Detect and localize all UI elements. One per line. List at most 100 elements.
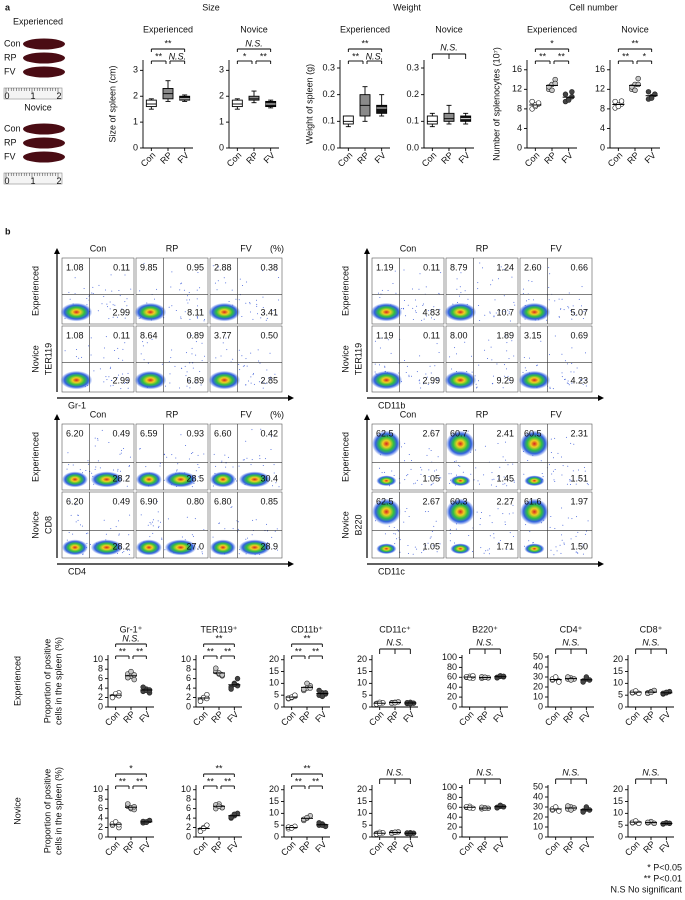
event-dot [431,530,433,532]
event-dot [502,387,504,389]
event-dot [85,533,87,535]
dot [583,674,590,680]
y-tick-label: 6 [186,803,191,813]
event-dot [425,545,427,547]
event-dot [487,549,489,551]
sig-label: ** [215,763,223,773]
event-dot [578,298,580,300]
event-dot [503,269,505,271]
quadrant-value: 28.9 [260,541,278,551]
event-dot [471,371,473,373]
event-dot [109,368,111,370]
event-dot [508,313,510,315]
event-dot [564,379,566,381]
event-dot [70,514,72,516]
event-dot [218,523,220,525]
event-dot [421,483,423,485]
group-label: RP [4,52,17,62]
event-dot [197,464,199,466]
sig-label: ** [295,776,303,786]
event-dot [191,534,193,536]
category-label: FV [401,709,416,724]
y-tick-label: 12 [595,84,605,94]
y-tick-label: 50 [533,651,543,661]
event-dot [509,337,511,339]
event-dot [163,479,165,481]
event-dot [68,531,70,533]
ruler-label: 0 [4,91,9,101]
y-tick-label: 10 [357,808,367,818]
event-dot [221,460,223,462]
y-tick-label: 4 [98,812,103,822]
quadrant-value: 3.41 [260,307,278,317]
quadrant-value: 2.99 [112,307,130,317]
category-label: Con [457,839,476,858]
ruler-label: 1 [30,91,35,101]
event-dot [575,314,577,316]
event-dot [66,539,68,541]
event-dot [490,484,492,486]
event-dot [570,310,572,312]
event-dot [567,306,569,308]
event-dot [459,286,461,288]
population [376,475,397,487]
event-dot [252,318,254,320]
y-tick-label: 0 [274,701,279,711]
spleen [23,52,65,64]
event-dot [582,553,584,555]
event-dot [139,290,141,292]
y-tick-label: 0.0 [322,142,335,152]
event-dot [196,317,198,319]
event-dot [433,382,435,384]
event-dot [271,485,273,487]
event-dot [381,337,383,339]
event-dot [106,303,108,305]
event-dot [117,468,119,470]
event-dot [438,352,440,354]
y-tick-label: 0 [618,701,623,711]
event-dot [108,442,110,444]
event-dot [568,307,570,309]
quadrant-value: 8.64 [140,330,158,340]
unit-label: (%) [270,243,284,253]
quadrant-value: 8.79 [450,262,468,272]
event-dot [195,341,197,343]
quadrant-value: 0.69 [570,330,588,340]
event-dot [186,352,188,354]
event-dot [168,306,170,308]
event-dot [392,283,394,285]
population [518,370,551,390]
quadrant-value: 1.05 [422,473,440,483]
event-dot [522,371,524,373]
event-dot [511,340,513,342]
marker-title: TER119⁺ [200,624,237,634]
dot [583,804,590,810]
event-dot [504,483,506,485]
event-dot [477,282,479,284]
event-dot [479,262,481,264]
box [342,115,354,125]
quadrant-value: 0.11 [113,330,130,340]
event-dot [407,304,409,306]
event-dot [532,541,534,543]
event-dot [404,479,406,481]
event-dot [560,552,562,554]
event-dot [99,368,101,370]
event-dot [512,536,514,538]
event-dot [416,479,418,481]
y-tick-label: 15 [357,796,367,806]
event-dot [522,293,524,295]
event-dot [459,295,461,297]
event-dot [239,369,241,371]
event-dot [184,365,186,367]
event-dot [514,304,516,306]
category-label: FV [643,150,658,165]
event-dot [559,544,561,546]
event-dot [103,381,105,383]
quadrant-value: 62.5 [376,428,394,438]
y-tick-label: 16 [595,64,605,74]
event-dot [77,519,79,521]
event-dot [470,355,472,357]
event-dot [480,547,482,549]
event-dot [433,525,435,527]
